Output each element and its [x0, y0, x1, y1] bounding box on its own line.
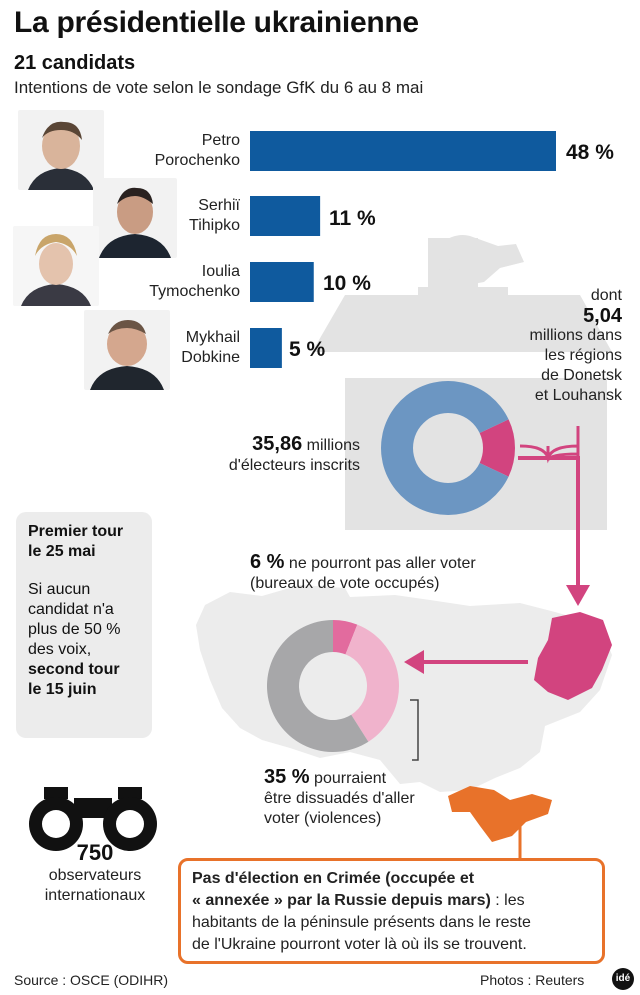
bar-value-dobkine: 5 % [289, 338, 326, 361]
leader-line [410, 699, 419, 761]
candidate-name-tihipko: Serhiï Tihipko [189, 197, 240, 234]
bar-value-tihipko: 11 % [329, 207, 376, 230]
bar-2 [250, 262, 314, 302]
tour-info-box [16, 512, 152, 738]
subtitle: 21 candidats [14, 52, 136, 74]
photo-tymochenko [13, 226, 99, 306]
regions-annotation: dont 5,04 millions dans les régions de D… [529, 287, 622, 404]
electors-donut-slice-0 [479, 419, 515, 477]
logo: idé [612, 968, 634, 990]
candidate-name-tymochenko: Ioulia Tymochenko [149, 263, 240, 300]
donbas-donut-slice-2 [267, 620, 369, 753]
photo-tihipko [93, 178, 177, 258]
donbas-donut-slice-0 [333, 620, 358, 655]
electors-annotation: 35,86 millions d'électeurs inscrits [228, 433, 360, 474]
dissuaded-annotation: 35 % pourraient être dissuadés d'aller v… [264, 766, 415, 827]
observers-annotation: 750 observateurs internationaux [44, 840, 146, 904]
hand-icon [440, 235, 524, 286]
crimea-region [448, 786, 552, 842]
page-title: La présidentielle ukrainienne [14, 6, 419, 39]
bar-0 [250, 131, 556, 171]
arrow-left-head [404, 650, 424, 674]
crimea-info-box [178, 858, 605, 964]
electors-donut-slice-1 [380, 380, 509, 515]
arrow-down [518, 456, 580, 590]
arrow-down-head [566, 585, 590, 606]
donbas-region [534, 612, 612, 700]
chart-description: Intentions de vote selon le sondage GfK … [14, 78, 424, 97]
bar-value-tymochenko: 10 % [323, 272, 371, 295]
donbas-donut-slice-1 [345, 624, 400, 742]
bar-chart [250, 131, 556, 368]
candidate-name-dobkine: Mykhail Dobkine [181, 329, 240, 366]
bar-3 [250, 328, 282, 368]
photo-porochenko [18, 110, 104, 190]
candidate-name-porochenko: Petro Porochenko [154, 132, 240, 169]
cannot-vote-annotation: 6 % ne pourront pas aller voter (bureaux… [250, 551, 476, 592]
tour-info-text: Premier tour le 25 mai Si aucun candidat… [28, 523, 124, 698]
bar-value-porochenko: 48 % [566, 141, 614, 164]
photo-credits: Photos : Reuters [480, 972, 585, 988]
crimea-info-text: Pas d'élection en Crimée (occupée et « a… [192, 870, 531, 953]
binoculars-icon [29, 787, 157, 851]
photo-dobkine [84, 310, 170, 390]
source-note: Source : OSCE (ODIHR) [14, 972, 169, 988]
bar-1 [250, 196, 321, 236]
ballot-box-lid [312, 295, 612, 352]
